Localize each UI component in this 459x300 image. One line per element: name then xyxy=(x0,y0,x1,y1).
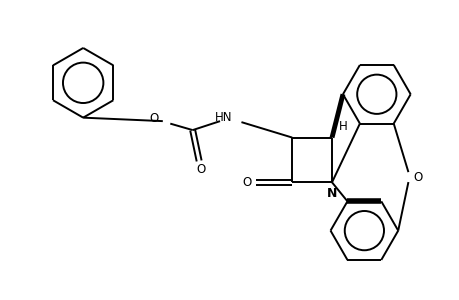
Text: HN: HN xyxy=(214,111,232,124)
Text: H: H xyxy=(338,120,347,133)
Text: N: N xyxy=(326,187,336,200)
Text: O: O xyxy=(413,171,422,184)
Text: O: O xyxy=(196,163,205,176)
Text: O: O xyxy=(242,176,251,189)
Text: O: O xyxy=(149,112,158,125)
